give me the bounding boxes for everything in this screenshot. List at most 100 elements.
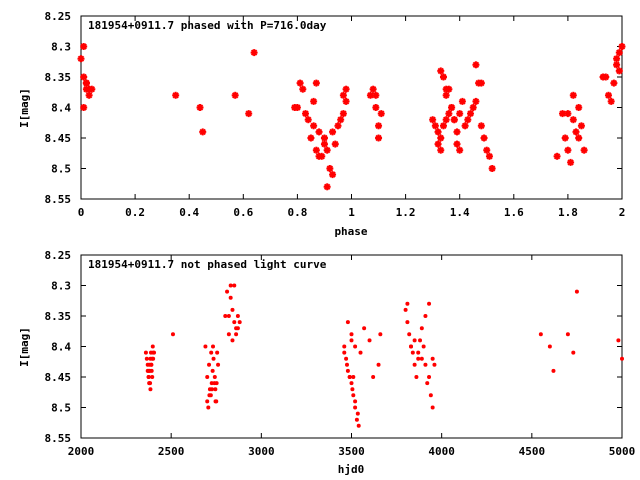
- data-point: [414, 375, 419, 379]
- y-tick: 8.5: [51, 402, 622, 415]
- data-point: [231, 91, 239, 99]
- x-tick-label: 0.4: [179, 206, 199, 219]
- x-tick-label: 1.2: [396, 206, 416, 219]
- data-point: [448, 104, 456, 111]
- data-point: [212, 375, 217, 379]
- data-point: [553, 152, 561, 160]
- data-point: [427, 375, 432, 379]
- data-point: [416, 356, 421, 361]
- data-point: [215, 350, 220, 355]
- data-point: [439, 122, 447, 130]
- data-point: [613, 55, 621, 63]
- y-axis-label: I[mag]: [18, 327, 31, 367]
- y-tick-label: 8.25: [45, 249, 72, 262]
- data-point: [571, 350, 576, 355]
- data-point: [616, 338, 621, 343]
- y-tick: 8.25: [45, 249, 622, 262]
- data-point: [85, 91, 93, 99]
- data-point: [354, 417, 359, 422]
- data-point: [423, 362, 428, 367]
- data-point: [216, 362, 221, 367]
- data-point: [304, 116, 312, 124]
- unphased-light-curve-panel: 181954+0911.7 not phased light curve hjd…: [18, 249, 635, 476]
- data-point: [214, 381, 219, 386]
- y-tick-label: 8.4: [51, 341, 71, 354]
- data-point: [337, 116, 345, 124]
- data-point: [211, 356, 216, 361]
- data-point: [418, 338, 423, 343]
- x-tick: 4000: [428, 255, 455, 458]
- x-tick-label: 0: [78, 206, 85, 219]
- data-point: [442, 85, 450, 93]
- data-point: [296, 79, 304, 87]
- data-point: [209, 350, 214, 355]
- data-point: [569, 91, 577, 99]
- data-point: [213, 399, 218, 404]
- data-point: [569, 116, 577, 124]
- data-point: [143, 350, 148, 355]
- x-axis-label: phase: [334, 225, 367, 238]
- data-point: [230, 338, 235, 343]
- y-tick-label: 8.55: [45, 193, 72, 206]
- data-point: [151, 356, 156, 361]
- y-ticks: 8.25 8.3 8.35 8.4 8.45 8.5 8.55: [45, 249, 622, 445]
- data-point: [367, 338, 372, 343]
- data-point: [80, 73, 88, 81]
- data-point: [312, 146, 320, 154]
- data-point: [323, 183, 331, 191]
- data-point: [146, 375, 151, 379]
- data-point: [369, 85, 377, 93]
- data-point: [615, 49, 623, 57]
- data-point: [310, 97, 318, 105]
- x-tick: 2500: [158, 255, 184, 458]
- data-point: [203, 344, 208, 349]
- data-point: [144, 356, 149, 361]
- data-point: [372, 91, 380, 99]
- x-tick: 1: [348, 16, 355, 219]
- data-point: [245, 110, 253, 118]
- chart-title: 181954+0911.7 phased with P=716.0day: [88, 19, 327, 32]
- x-tick-label: 1.4: [450, 206, 470, 219]
- data-point: [230, 307, 235, 312]
- data-point: [483, 146, 491, 154]
- data-point: [445, 110, 453, 118]
- data-point: [427, 301, 432, 306]
- data-point: [149, 362, 154, 367]
- data-point: [618, 43, 626, 50]
- data-point: [567, 158, 575, 166]
- data-point: [351, 375, 356, 379]
- data-point: [196, 104, 204, 111]
- y-tick: 8.5: [51, 163, 622, 176]
- data-point: [353, 399, 358, 404]
- y-tick-label: 8.3: [51, 280, 71, 293]
- x-tick-label: 0.6: [233, 206, 253, 219]
- data-point: [320, 134, 328, 142]
- data-point: [205, 399, 210, 404]
- data-point: [80, 104, 88, 111]
- data-point: [362, 326, 367, 331]
- data-point: [234, 332, 239, 337]
- data-point: [610, 79, 618, 87]
- data-point: [439, 73, 447, 81]
- x-tick: 3000: [248, 255, 275, 458]
- x-tick: 2: [619, 16, 625, 219]
- data-point: [213, 387, 218, 392]
- data-point: [342, 350, 347, 355]
- data-point: [437, 67, 445, 75]
- data-point: [602, 73, 610, 81]
- data-points: [143, 283, 624, 428]
- x-tick-label: 2000: [68, 445, 95, 458]
- data-point: [302, 110, 310, 118]
- data-point: [430, 356, 435, 361]
- data-point: [485, 152, 493, 160]
- x-ticks: 0 0.2 0.4 0.6 0.8 1 1.2 1.4 1.6 1.8 2: [78, 16, 625, 219]
- data-point: [349, 338, 354, 343]
- y-tick: 8.25: [45, 10, 622, 23]
- data-point: [375, 122, 383, 130]
- data-point: [575, 134, 583, 142]
- y-tick-label: 8.55: [45, 432, 72, 445]
- data-point: [235, 314, 240, 318]
- data-point: [403, 307, 408, 312]
- data-point: [378, 332, 383, 337]
